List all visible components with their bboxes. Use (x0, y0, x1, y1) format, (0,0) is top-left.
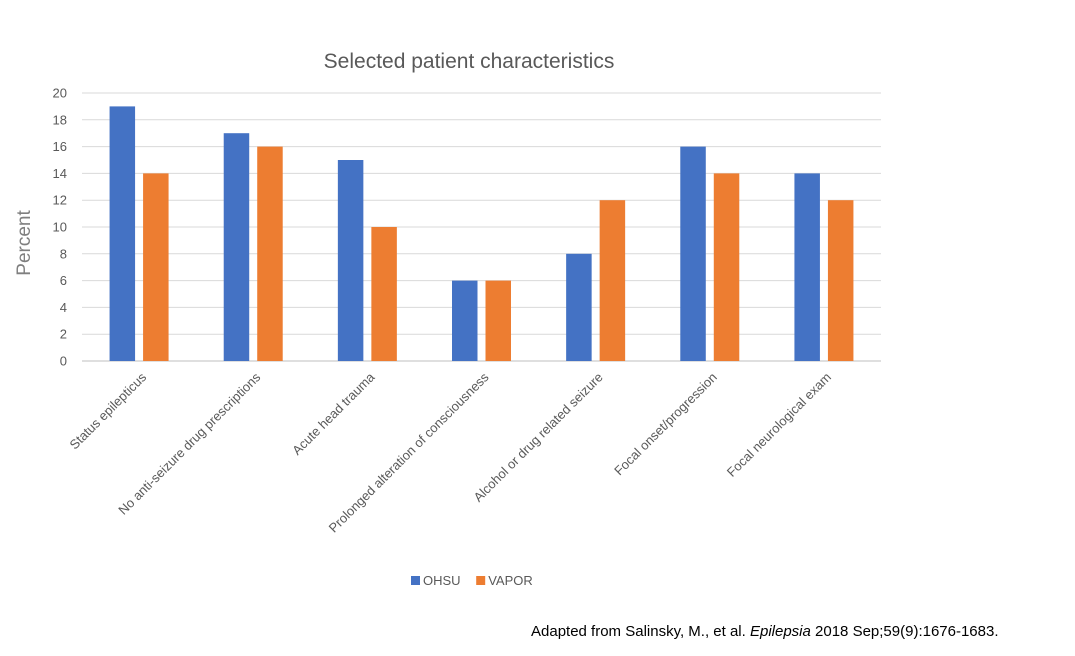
legend: OHSU VAPOR (411, 573, 533, 588)
bar-vapor-2 (257, 146, 283, 361)
y-tick-label: 0 (60, 354, 67, 369)
y-tick-label: 14 (53, 166, 67, 181)
bar-vapor-5 (599, 200, 626, 361)
legend-label: VAPOR (488, 573, 533, 588)
bar-ohsu-4 (452, 280, 478, 361)
source-caption: Adapted from Salinsky, M., et al. Epilep… (531, 623, 999, 640)
bar-vapor-1 (143, 173, 169, 361)
x-tick-label: Focal onset/progression (611, 370, 720, 479)
y-tick-label: 6 (60, 273, 67, 288)
bar-vapor-4 (485, 280, 511, 361)
y-tick-label: 16 (53, 139, 67, 154)
y-tick-label: 4 (60, 300, 67, 315)
bar-vapor-7 (827, 200, 854, 361)
y-tick-label: 12 (53, 193, 67, 208)
legend-swatch (476, 576, 486, 585)
bar-ohsu-2 (223, 133, 250, 361)
y-axis-ticks: 0 2 4 6 8 10 12 14 16 18 20 (53, 86, 67, 369)
x-tick-label: Status epilepticus (67, 369, 150, 452)
y-tick-label: 10 (53, 220, 67, 235)
bar-vapor-6 (713, 173, 740, 361)
gridlines (82, 92, 881, 362)
chart-title: Selected patient characteristics (324, 50, 615, 73)
bar-chart: Selected patient characteristics Percent… (14, 50, 881, 588)
bar-ohsu-5 (566, 253, 592, 361)
y-tick-label: 18 (53, 112, 67, 127)
caption-prefix: Adapted from Salinsky, M., et al. (531, 623, 750, 640)
y-axis-label: Percent (14, 210, 35, 276)
x-tick-label: Acute head trauma (289, 369, 378, 458)
legend-swatch (411, 576, 420, 585)
bar-ohsu-7 (794, 173, 820, 361)
x-tick-label: Focal neurological exam (724, 370, 834, 480)
bar-ohsu-1 (109, 106, 136, 362)
x-tick-label: Alcohol or drug related seizure (470, 370, 605, 505)
bar-ohsu-3 (337, 160, 364, 361)
y-tick-label: 20 (53, 86, 67, 101)
y-tick-label: 8 (60, 246, 67, 261)
y-tick-label: 2 (60, 327, 67, 342)
caption-journal: Epilepsia (749, 623, 811, 640)
bar-ohsu-6 (680, 146, 706, 361)
bar-vapor-3 (371, 227, 397, 361)
caption-suffix: 2018 Sep;59(9):1676-1683. (810, 623, 999, 640)
legend-label: OHSU (423, 573, 461, 588)
bars (109, 106, 854, 362)
